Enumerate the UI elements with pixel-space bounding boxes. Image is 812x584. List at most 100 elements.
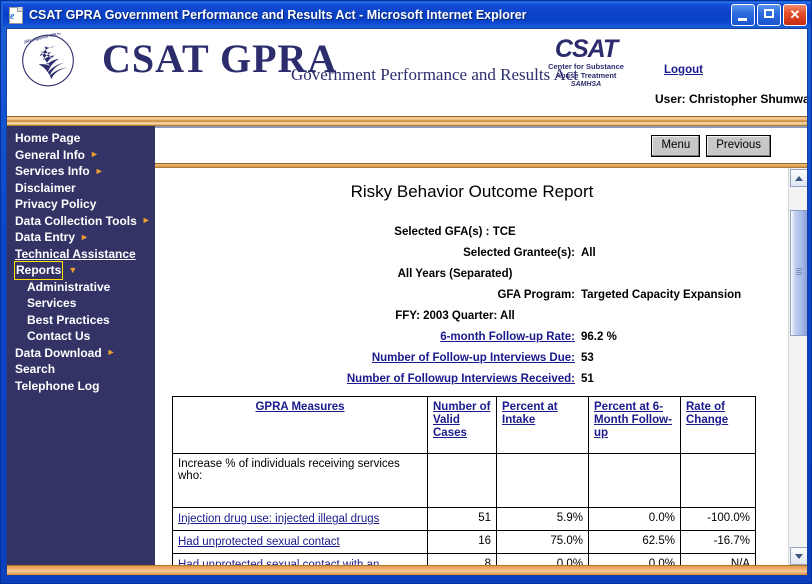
sidebar-item-privacy-policy[interactable]: Privacy Policy <box>7 196 155 213</box>
svg-text:DEPARTMENT OF HEALTH: DEPARTMENT OF HEALTH <box>24 33 62 45</box>
report-meta-value: 51 <box>581 373 594 385</box>
vertical-scrollbar[interactable] <box>788 168 807 566</box>
minimize-button[interactable] <box>731 3 755 26</box>
measure-link[interactable]: Had unprotected sexual contact <box>178 536 340 548</box>
table-cell-rate-of-change: -100.0% <box>680 507 756 531</box>
table-cell-valid-cases: 16 <box>427 530 497 554</box>
sidebar-item-search[interactable]: Search <box>7 361 155 378</box>
table-section-label: Increase % of individuals receiving serv… <box>172 453 428 508</box>
column-header-percent-intake[interactable]: Percent at Intake <box>496 396 589 454</box>
sidebar-item-label: Services <box>27 296 77 310</box>
table-cell-empty <box>496 453 589 508</box>
current-user-label: User: Christopher Shumway <box>655 92 808 106</box>
sidebar-item-services[interactable]: Services <box>7 295 155 312</box>
report-meta: Selected GFA(s) : TCE Selected Grantee(s)… <box>155 222 789 390</box>
sidebar-item-services-info[interactable]: Services Info ► <box>7 163 155 180</box>
csat-logo-line2: Abuse Treatment <box>555 71 617 80</box>
report-meta-text: Selected GFA(s) : TCE <box>394 226 516 238</box>
report-meta-row: Number of Follow-up Interviews Due: 53 <box>155 348 789 369</box>
sidebar-item-label: Privacy Policy <box>15 197 97 211</box>
report-meta-row: 6-month Follow-up Rate: 96.2 % <box>155 327 789 348</box>
sidebar-item-label: Disclaimer <box>15 180 76 195</box>
report-meta-link[interactable]: Number of Follow-up Interviews Due: <box>371 352 575 364</box>
report-meta-link[interactable]: 6-month Follow-up Rate: <box>440 331 575 343</box>
sidebar-item-reports[interactable]: Reports ▼ <box>7 261 155 280</box>
sidebar-item-label: Technical Assistance <box>15 246 136 261</box>
sidebar-item-data-collection-tools[interactable]: Data Collection Tools ► <box>7 213 155 230</box>
logout-link[interactable]: Logout <box>664 64 703 76</box>
csat-logo-samhsa: SAMHSA <box>570 81 602 88</box>
report-meta-row: Selected Grantee(s): All <box>155 243 789 264</box>
svg-text:HUMAN SERVICES • USA: HUMAN SERVICES • USA <box>24 33 60 43</box>
sidebar-item-label: Best Practices <box>27 312 110 327</box>
site-banner: DEPARTMENT OF HEALTH HUMAN SERVICES • US… <box>7 29 807 106</box>
page-title: Risky Behavior Outcome Report <box>350 182 594 201</box>
sidebar-item-data-download[interactable]: Data Download ► <box>7 345 155 362</box>
window-titlebar: e CSAT GPRA Government Performance and R… <box>3 2 811 27</box>
chevron-right-icon: ► <box>90 149 99 160</box>
column-header-valid-cases[interactable]: Number of Valid Cases <box>427 396 497 454</box>
measure-link[interactable]: Had unprotected sexual contact with an i… <box>178 559 380 566</box>
sidebar-item-disclaimer[interactable]: Disclaimer <box>7 180 155 197</box>
report-meta-link[interactable]: Number of Followup Interviews Received: <box>346 373 575 385</box>
report-meta-value: Targeted Capacity Expansion <box>581 289 742 301</box>
chevron-right-icon: ► <box>141 215 151 226</box>
sidebar-item-label: Administrative <box>27 279 111 294</box>
scroll-up-button[interactable] <box>790 169 807 187</box>
sidebar-item-administrative[interactable]: Administrative <box>7 279 155 296</box>
measure-link[interactable]: Injection drug use: injected illegal dru… <box>178 513 380 525</box>
sidebar-item-general-info[interactable]: General Info ► <box>7 147 155 164</box>
sidebar-item-label: Search <box>15 362 56 376</box>
sidebar-item-data-entry[interactable]: Data Entry ► <box>7 229 155 246</box>
report-meta-label: Selected Grantee(s): <box>463 247 575 259</box>
table-cell-measure: Had unprotected sexual contact <box>172 530 428 554</box>
csat-logo-line1: Center for Substance <box>548 62 624 71</box>
ie-document-icon: e <box>7 6 25 24</box>
content-pane: Menu Previous Risky Behavior Outcome Rep… <box>155 126 807 566</box>
csat-logo-main: CSAT <box>554 35 618 63</box>
report-meta-row: All Years (Separated) <box>155 264 789 285</box>
window-title: CSAT GPRA Government Performance and Res… <box>29 7 527 22</box>
sidebar-item-label: Contact Us <box>27 329 91 343</box>
banner-divider <box>7 116 807 126</box>
menu-button[interactable]: Menu <box>651 135 701 157</box>
report-meta-value: 53 <box>581 352 594 364</box>
table-row: Had unprotected sexual contact 16 75.0% 62.… <box>172 530 756 554</box>
column-header-percent-followup[interactable]: Percent at 6-Month Follow-up <box>588 396 681 454</box>
brand-tagline: Government Performance and Results Act <box>291 65 579 84</box>
close-button[interactable]: ✕ <box>783 3 807 26</box>
table-header-row: GPRA Measures Number of Valid Cases Perc… <box>172 396 756 454</box>
sidebar-item-technical-assistance[interactable]: Technical Assistance <box>7 246 155 263</box>
table-row: Injection drug use: injected illegal dru… <box>172 507 756 531</box>
sidebar-item-label: Reports <box>16 263 62 277</box>
sidebar-item-best-practices[interactable]: Best Practices <box>7 312 155 329</box>
sidebar-item-label: Data Download <box>15 345 102 360</box>
window-controls: ✕ <box>731 3 807 26</box>
sidebar-item-telephone-log[interactable]: Telephone Log <box>7 378 155 395</box>
sidebar-item-label: Data Entry <box>15 230 76 244</box>
previous-button[interactable]: Previous <box>706 135 771 157</box>
report-meta-row: Selected GFA(s) : TCE <box>155 222 789 243</box>
column-header-rate-of-change[interactable]: Rate of Change <box>680 396 756 454</box>
column-header-gpra-measures[interactable]: GPRA Measures <box>172 396 428 454</box>
chevron-down-icon: ▼ <box>68 264 78 275</box>
maximize-button[interactable] <box>757 3 781 26</box>
table-cell-percent-intake: 75.0% <box>496 530 589 554</box>
scroll-down-button[interactable] <box>790 547 807 565</box>
table-cell-empty <box>680 453 756 508</box>
sidebar-nav: Home Page General Info ► Services Info ► Disc… <box>7 126 155 566</box>
table-cell-measure: Injection drug use: injected illegal dru… <box>172 507 428 531</box>
browser-client-area: DEPARTMENT OF HEALTH HUMAN SERVICES • US… <box>6 28 808 576</box>
sidebar-item-contact-us[interactable]: Contact Us <box>7 328 155 345</box>
report-meta-value: All <box>581 247 596 259</box>
sidebar-item-label: Telephone Log <box>15 378 100 393</box>
table-cell-rate-of-change: -16.7% <box>680 530 756 554</box>
content-toolbar: Menu Previous <box>155 126 807 167</box>
scrollbar-thumb[interactable] <box>790 210 807 336</box>
focus-outline: Reports <box>14 261 64 280</box>
table-cell-percent-followup: 0.0% <box>588 507 681 531</box>
sidebar-item-home-page[interactable]: Home Page <box>7 130 155 147</box>
chevron-right-icon: ► <box>106 347 116 358</box>
hhs-seal-icon: DEPARTMENT OF HEALTH HUMAN SERVICES • US… <box>22 33 74 87</box>
